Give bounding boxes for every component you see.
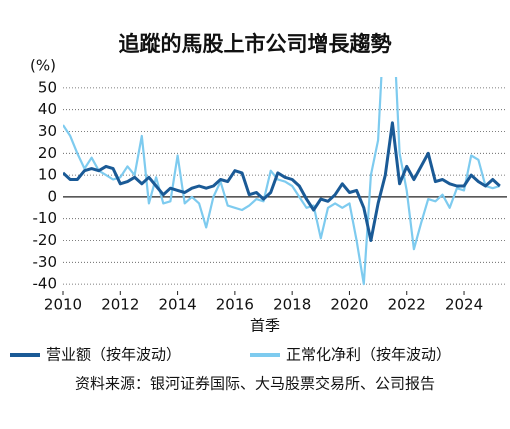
y-tick-label: -40 <box>33 275 58 293</box>
x-tick-label: 2016 <box>216 296 254 314</box>
x-axis-label: 首季 <box>250 317 280 335</box>
x-tick-label: 2010 <box>44 296 82 314</box>
series-line <box>63 121 501 242</box>
y-tick-label: 50 <box>38 78 57 96</box>
x-tick-label: 2018 <box>273 296 311 314</box>
legend-label: 营业额（按年波动） <box>46 346 181 364</box>
y-tick-label: -10 <box>33 209 58 227</box>
chart-title: 追蹤的馬股上市公司增長趨勢 <box>119 32 392 56</box>
y-tick-label: 40 <box>38 100 57 118</box>
legend-label: 正常化净利（按年波动） <box>286 346 451 364</box>
y-tick-label: 30 <box>38 122 57 140</box>
series-line <box>63 77 501 286</box>
x-tick-label: 2024 <box>445 296 483 314</box>
x-tick-label: 2014 <box>158 296 196 314</box>
y-tick-label: -30 <box>33 253 58 271</box>
y-tick-label: 20 <box>38 144 57 162</box>
x-tick-label: 2012 <box>101 296 139 314</box>
x-tick-label: 2022 <box>388 296 426 314</box>
y-tick-label: 0 <box>47 187 57 205</box>
y-tick-label: -20 <box>33 231 58 249</box>
y-axis-label: (%) <box>30 57 56 75</box>
y-tick-label: 10 <box>38 166 57 184</box>
source: 资料来源：银河证券国际、大马股票交易所、公司报告 <box>75 375 435 393</box>
x-tick-label: 2020 <box>330 296 368 314</box>
